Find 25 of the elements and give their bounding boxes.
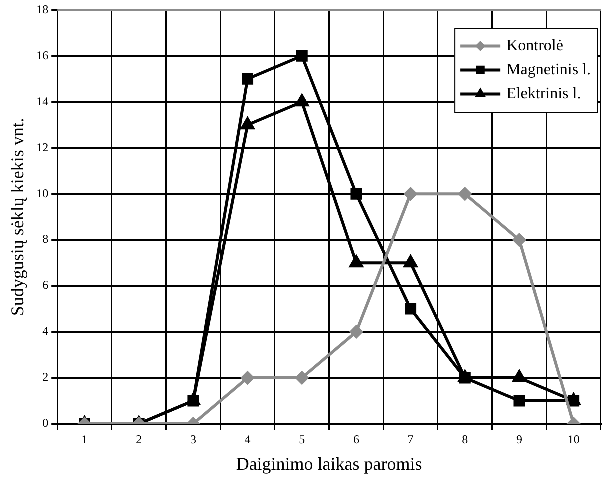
x-tick-label: 7 [408, 432, 414, 446]
y-tick-label: 6 [42, 278, 49, 292]
y-tick-label: 0 [42, 416, 49, 430]
x-tick-label: 10 [568, 432, 580, 446]
y-tick-label: 4 [42, 324, 49, 338]
x-tick-label: 1 [82, 432, 88, 446]
y-tick-label: 16 [36, 48, 49, 62]
x-tick-label: 5 [299, 432, 306, 446]
y-tick-label: 14 [36, 94, 49, 108]
y-tick-label: 12 [36, 140, 49, 154]
legend-label: Kontrolė [506, 37, 564, 54]
legend-label: Magnetinis l. [506, 61, 591, 78]
y-axis-title: Sudygusių sėklų kiekis vnt. [8, 118, 28, 316]
legend-label: Elektrinis l. [506, 85, 582, 102]
y-tick-label: 18 [36, 2, 49, 16]
x-tick-label: 3 [190, 432, 196, 446]
y-tick-label: 10 [36, 186, 49, 200]
x-tick-label: 9 [516, 432, 522, 446]
y-tick-label: 8 [42, 232, 49, 246]
y-tick-label: 2 [42, 370, 49, 384]
x-tick-label: 2 [136, 432, 142, 446]
x-axis-title: Daiginimo laikas paromis [236, 454, 422, 474]
x-tick-label: 8 [462, 432, 468, 446]
x-tick-label: 4 [244, 432, 251, 446]
x-tick-label: 6 [353, 432, 360, 446]
